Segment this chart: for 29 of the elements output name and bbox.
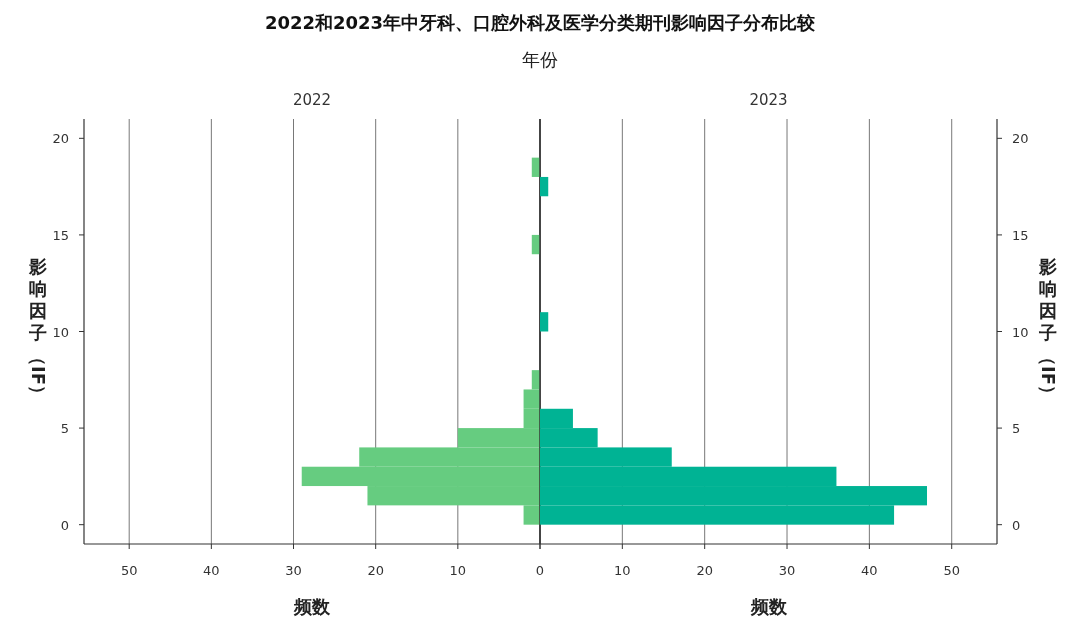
x-tick-label: 50 bbox=[943, 563, 960, 578]
y-tick-label: 10 bbox=[52, 324, 69, 340]
x-tick-label: 30 bbox=[778, 563, 796, 578]
x-tick-label: 20 bbox=[367, 563, 384, 578]
x-tick-label: 50 bbox=[120, 563, 138, 578]
y-axis-title: 影响因子（IF） bbox=[1038, 256, 1059, 403]
x-tick-label: 0 bbox=[535, 563, 545, 578]
x-tick-label: 40 bbox=[203, 563, 220, 578]
y-axis-title: 影响因子（IF） bbox=[28, 256, 49, 403]
y-tick-label: 15 bbox=[1012, 227, 1029, 243]
x-tick-label: 40 bbox=[861, 563, 878, 578]
x-axis-title: 频数 bbox=[749, 596, 788, 617]
y-tick-label: 5 bbox=[1012, 421, 1021, 437]
x-tick-label: 20 bbox=[696, 563, 713, 578]
chart-title: 2023 bbox=[749, 91, 788, 109]
y-tick-label: 5 bbox=[60, 421, 69, 437]
text: 年份 bbox=[522, 49, 558, 70]
chart-title: 2022 bbox=[292, 91, 332, 109]
x-tick-label: 30 bbox=[285, 563, 302, 578]
y-tick-label: 10 bbox=[1012, 324, 1029, 340]
x-tick-label: 10 bbox=[614, 563, 631, 578]
x-axis-title: 频数 bbox=[293, 596, 331, 617]
y-tick-label: 0 bbox=[60, 517, 69, 533]
x-tick-label: 10 bbox=[449, 563, 467, 578]
y-tick-label: 20 bbox=[52, 131, 69, 147]
text: 2022和2023年中牙科、口腔外科及医学分类期刊影响因子分布比较 bbox=[264, 12, 817, 33]
y-tick-label: 20 bbox=[1012, 131, 1029, 147]
y-tick-label: 0 bbox=[1012, 517, 1021, 533]
y-tick-label: 15 bbox=[52, 227, 69, 243]
